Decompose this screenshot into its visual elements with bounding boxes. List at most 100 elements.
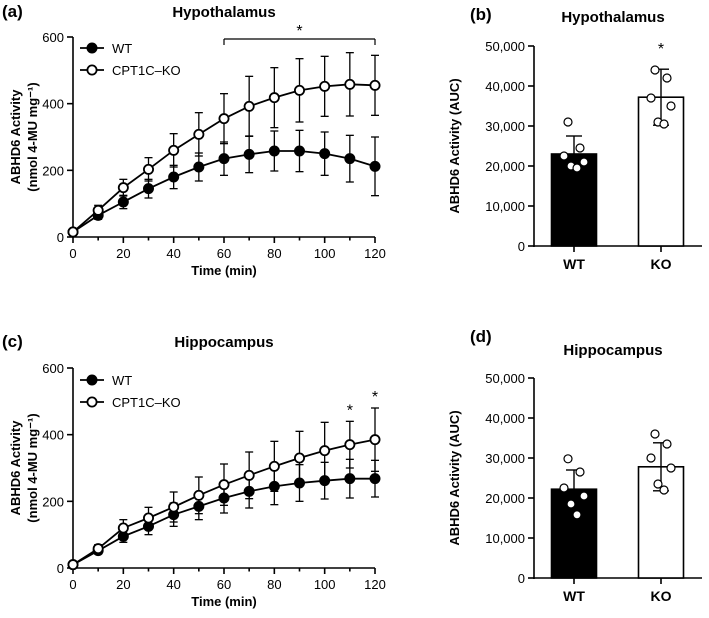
data-point (344, 153, 356, 165)
x-tick-label: WT (563, 256, 585, 272)
legend-label: WT (112, 41, 132, 56)
significance-star: * (372, 389, 378, 406)
y-tick-label: 30,000 (485, 119, 525, 134)
data-point (572, 510, 582, 520)
y-tick-label: 40,000 (485, 79, 525, 94)
data-point (646, 453, 656, 463)
data-point (142, 183, 154, 195)
data-point (563, 117, 573, 127)
chart-title: Hypothalamus (561, 9, 664, 26)
bar-wt (550, 117, 598, 247)
data-point (193, 128, 205, 140)
data-point (293, 452, 305, 464)
data-point (563, 454, 573, 464)
panel-d: (d) Hippocampus 0 10,000 20,000 30,000 40,000 5… (447, 327, 702, 604)
y-tick-label: 0 (57, 230, 64, 245)
y-tick-label: 400 (42, 428, 64, 443)
legend-item-ko: CPT1C–KO (80, 63, 181, 78)
data-point (662, 439, 672, 449)
legend-marker (86, 374, 98, 386)
y-tick-label: 20,000 (485, 159, 525, 174)
x-tick-label: 120 (364, 246, 386, 261)
x-axis-label: Time (min) (191, 594, 257, 609)
x-axis-label: Time (min) (191, 263, 257, 278)
x-tick-label: 20 (116, 577, 130, 592)
y-tick-label: 10,000 (485, 199, 525, 214)
y-tick-label: 20,000 (485, 491, 525, 506)
data-point (575, 143, 585, 153)
x-tick-label: KO (651, 588, 672, 604)
data-point (319, 80, 331, 92)
series-wt (67, 129, 381, 238)
data-point (293, 145, 305, 157)
x-tick-label: 60 (217, 246, 231, 261)
data-point (659, 119, 669, 129)
significance-star: * (658, 41, 664, 58)
data-point (92, 204, 104, 216)
x-tick-label: 100 (314, 246, 336, 261)
x-tick-label: 60 (217, 577, 231, 592)
legend-item-ko: CPT1C–KO (80, 395, 181, 410)
panel-b: (b) Hypothalamus 0 10,000 20,000 30,000 40,000… (447, 5, 702, 272)
legend-item-wt: WT (80, 41, 132, 56)
data-point (268, 460, 280, 472)
x-tick-label: 80 (267, 577, 281, 592)
panel-label: (d) (470, 327, 492, 346)
legend-marker (86, 64, 98, 76)
data-point (369, 434, 381, 446)
y-tick-label: 10,000 (485, 531, 525, 546)
data-point (666, 101, 676, 111)
data-point (168, 171, 180, 183)
legend-marker (86, 42, 98, 54)
data-point (319, 445, 331, 457)
data-point (369, 160, 381, 172)
y-tick-label: 40,000 (485, 411, 525, 426)
data-point (92, 543, 104, 555)
data-point (67, 226, 79, 238)
bar-wt (550, 454, 598, 579)
data-point (572, 163, 582, 173)
y-tick-label: 30,000 (485, 451, 525, 466)
y-axis-label: ABHD6 Activity (8, 89, 23, 185)
bar-ko (637, 65, 685, 247)
panel-label: (b) (470, 5, 492, 24)
y-axis-label: ABHD6 Activity (8, 420, 23, 516)
series-ko (67, 52, 381, 238)
y-tick-label: 400 (42, 97, 64, 112)
data-point (566, 499, 576, 509)
data-point (369, 79, 381, 91)
y-tick-label: 600 (42, 30, 64, 45)
y-tick-label: 0 (57, 561, 64, 576)
data-point (218, 113, 230, 125)
data-point (344, 473, 356, 485)
panel-a: (a) Hypothalamus 0 200 400 600 0 20 40 60 80 100 120… (2, 2, 386, 278)
data-point (243, 100, 255, 112)
y-tick-label: 50,000 (485, 39, 525, 54)
x-tick-label: 100 (314, 577, 336, 592)
data-point (646, 93, 656, 103)
x-tick-label: 40 (166, 577, 180, 592)
y-tick-label: 50,000 (485, 371, 525, 386)
chart-title: Hippocampus (563, 342, 662, 359)
x-tick-label: KO (651, 256, 672, 272)
data-point (218, 153, 230, 165)
data-point (67, 559, 79, 571)
x-tick-label: 80 (267, 246, 281, 261)
y-axis-label: ABHD6 Activity (AUC) (447, 410, 462, 545)
data-point (117, 182, 129, 194)
data-point (579, 157, 589, 167)
x-tick-label: 20 (116, 246, 130, 261)
y-tick-label: 200 (42, 163, 64, 178)
data-point (575, 467, 585, 477)
data-point (344, 439, 356, 451)
data-point (659, 485, 669, 495)
y-tick-label: 0 (518, 571, 525, 586)
legend-item-wt: WT (80, 373, 132, 388)
data-point (193, 161, 205, 173)
data-point (650, 429, 660, 439)
panel-label: (c) (2, 332, 23, 351)
data-point (168, 501, 180, 513)
data-point (268, 145, 280, 157)
panel-label: (a) (2, 2, 23, 21)
legend-label: WT (112, 373, 132, 388)
